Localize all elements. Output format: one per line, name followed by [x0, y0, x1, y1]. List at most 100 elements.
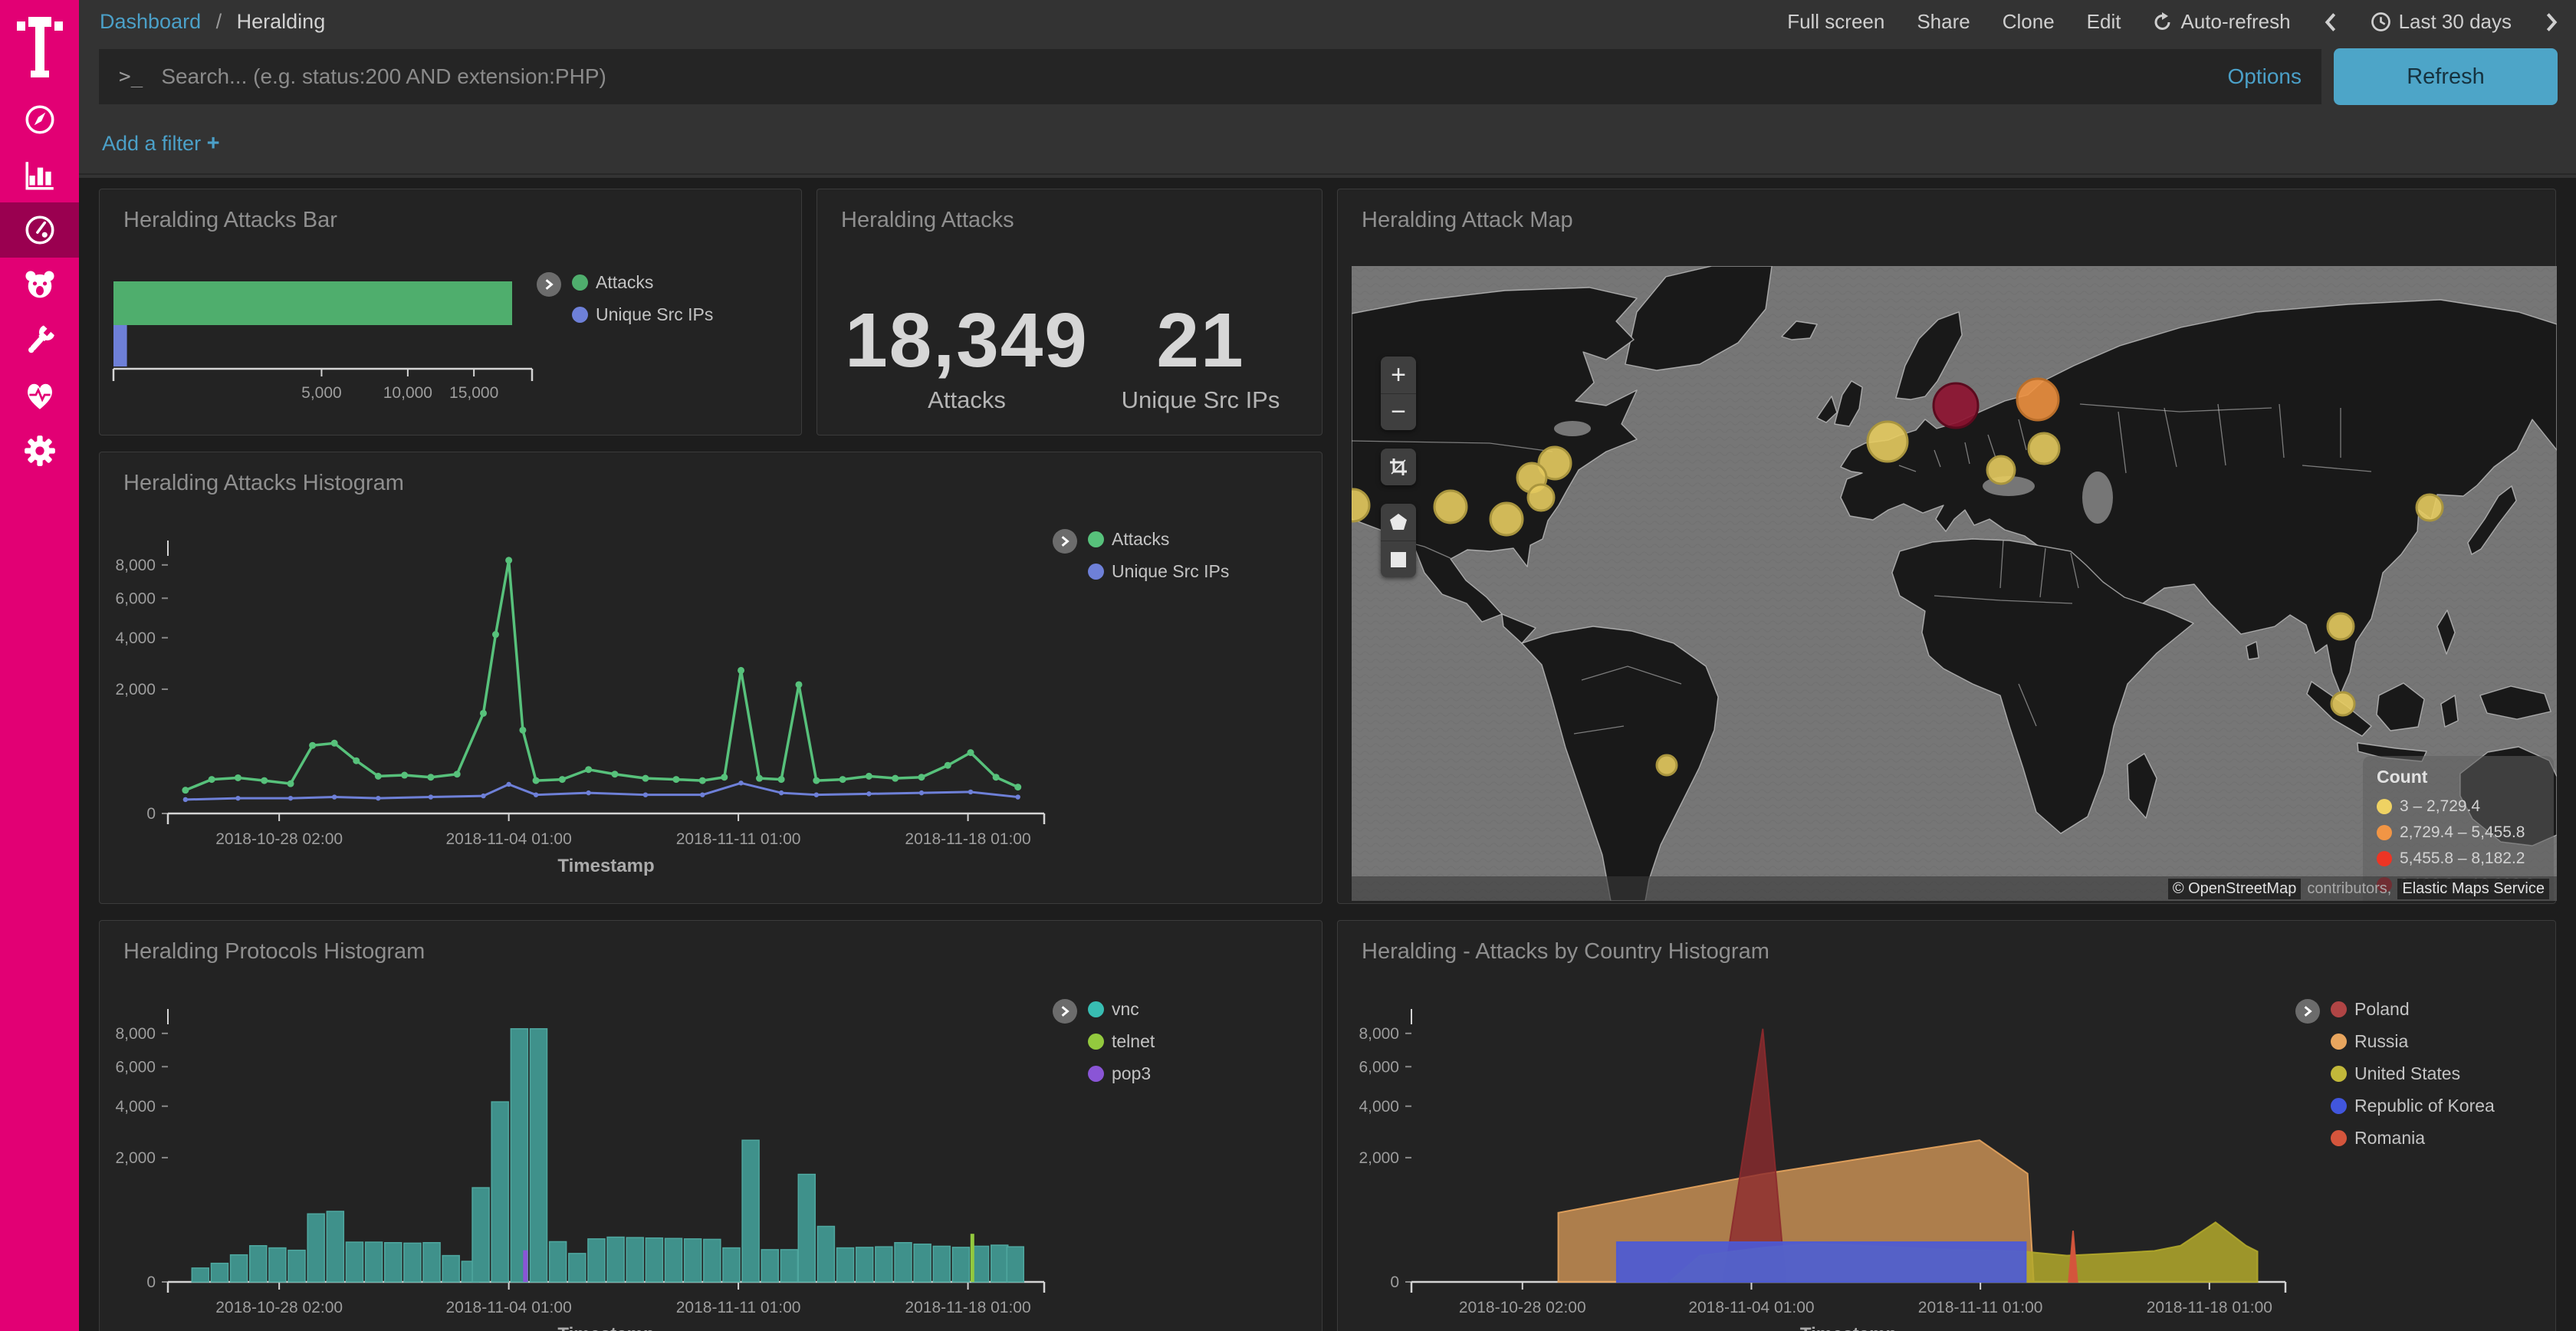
- legend-item[interactable]: United States: [2331, 1063, 2495, 1084]
- metric-unique-src-ips: 21 Unique Src IPs: [1097, 297, 1304, 414]
- share-button[interactable]: Share: [1917, 10, 1970, 34]
- metric-attacks: 18,349 Attacks: [840, 297, 1093, 414]
- sidebar-item-dashboard[interactable]: [0, 202, 79, 258]
- legend-dot: [1088, 564, 1104, 580]
- legend-dot: [2331, 1066, 2347, 1082]
- legend-toggle-icon[interactable]: [1053, 999, 1077, 1024]
- legend-toggle-icon[interactable]: [1053, 529, 1077, 554]
- t-logo[interactable]: [0, 0, 79, 92]
- legend-item[interactable]: Russia: [2331, 1031, 2495, 1052]
- top-chrome: Dashboard / Heralding Full screen Share …: [79, 0, 2576, 178]
- osm-attribution-link[interactable]: © OpenStreetMap: [2168, 879, 2301, 899]
- svg-text:2018-11-11 01:00: 2018-11-11 01:00: [676, 830, 801, 848]
- svg-text:0: 0: [1390, 1273, 1399, 1291]
- attack-location-dot: [1934, 383, 1978, 428]
- map-draw-controls: [1381, 504, 1416, 577]
- svg-text:2018-11-04 01:00: 2018-11-04 01:00: [446, 830, 572, 848]
- search-row: >_ Options Refresh: [79, 46, 2576, 107]
- clone-button[interactable]: Clone: [2003, 10, 2055, 34]
- svg-text:2018-10-28 02:00: 2018-10-28 02:00: [1459, 1299, 1586, 1316]
- add-filter-button[interactable]: Add a filter +: [102, 131, 220, 156]
- panel-attacks-histogram: Heralding Attacks Histogram 02,0004,0006…: [99, 452, 1322, 904]
- legend-item[interactable]: Poland: [2331, 999, 2495, 1020]
- map-zoom-out-button[interactable]: −: [1381, 393, 1416, 430]
- svg-text:2018-10-28 02:00: 2018-10-28 02:00: [215, 830, 343, 848]
- compass-icon: [22, 102, 58, 137]
- bear-icon: [21, 267, 58, 304]
- crop-icon: [1388, 457, 1408, 477]
- map-legend-item: 3 – 2,729.4: [2377, 794, 2540, 820]
- sidebar-item-dev-tools[interactable]: [0, 313, 79, 368]
- refresh-icon: [2153, 12, 2173, 32]
- attack-location-dot: [1657, 755, 1677, 775]
- attack-location-dot: [1987, 456, 2015, 484]
- time-range-picker[interactable]: Last 30 days: [2371, 10, 2512, 34]
- legend-toggle-icon[interactable]: [537, 272, 561, 297]
- plus-icon: +: [207, 131, 220, 156]
- attack-location-dot: [2328, 613, 2354, 639]
- legend-dot: [1088, 1034, 1104, 1050]
- svg-text:8,000: 8,000: [1359, 1025, 1399, 1043]
- dashboard-grid: Heralding Attacks Bar 5,00010,00015,000 …: [79, 178, 2576, 1331]
- attacks-histogram-chart: 02,0004,0006,0008,0002018-10-28 02:00201…: [100, 452, 1323, 905]
- time-next-button[interactable]: [2544, 12, 2559, 33]
- gauge-icon: [22, 212, 58, 248]
- map-legend-item: 5,455.8 – 8,182.2: [2377, 846, 2540, 872]
- world-map[interactable]: + −: [1352, 266, 2557, 901]
- panel-country-histogram: Heralding - Attacks by Country Histogram…: [1337, 920, 2556, 1331]
- map-zoom-in-button[interactable]: +: [1381, 357, 1416, 393]
- map-zoom-controls: + −: [1381, 357, 1416, 430]
- svg-text:2018-11-18 01:00: 2018-11-18 01:00: [905, 1299, 1030, 1316]
- sidebar-item-discover[interactable]: [0, 92, 79, 147]
- metric-value: 21: [1097, 297, 1304, 385]
- query-prompt-icon: >_: [119, 65, 143, 88]
- sidebar-item-t-pot[interactable]: [0, 258, 79, 313]
- ems-attribution-link[interactable]: Elastic Maps Service: [2397, 879, 2549, 899]
- legend-toggle-icon[interactable]: [2295, 999, 2320, 1024]
- auto-refresh-button[interactable]: Auto-refresh: [2153, 10, 2290, 34]
- edit-button[interactable]: Edit: [2087, 10, 2121, 34]
- svg-text:2018-10-28 02:00: 2018-10-28 02:00: [215, 1299, 343, 1316]
- top-actions: Full screen Share Clone Edit Auto-refres…: [1787, 10, 2559, 34]
- map-draw-polygon-button[interactable]: [1381, 504, 1416, 541]
- legend-item[interactable]: Attacks: [572, 272, 713, 293]
- legend-item[interactable]: Romania: [2331, 1128, 2495, 1149]
- sidebar-item-visualize[interactable]: [0, 147, 79, 202]
- breadcrumb-dashboard-link[interactable]: Dashboard: [100, 10, 201, 33]
- legend-dot: [2331, 1098, 2347, 1114]
- svg-text:15,000: 15,000: [449, 384, 498, 402]
- svg-text:Timestamp: Timestamp: [557, 1324, 654, 1331]
- svg-text:2,000: 2,000: [115, 1149, 156, 1167]
- legend-item[interactable]: vnc: [1088, 999, 1155, 1020]
- svg-text:8,000: 8,000: [115, 557, 156, 574]
- svg-text:2018-11-18 01:00: 2018-11-18 01:00: [905, 830, 1030, 848]
- svg-text:0: 0: [146, 1273, 156, 1291]
- full-screen-button[interactable]: Full screen: [1787, 10, 1884, 34]
- legend-item[interactable]: pop3: [1088, 1063, 1155, 1084]
- attack-location-dot: [1490, 503, 1523, 535]
- sidebar-item-management[interactable]: [0, 423, 79, 478]
- legend-item[interactable]: telnet: [1088, 1031, 1155, 1052]
- panel-attacks-metric: Heralding Attacks 18,349 Attacks 21 Uniq…: [816, 189, 1322, 435]
- legend-item[interactable]: Attacks: [1088, 529, 1229, 550]
- map-draw-rectangle-button[interactable]: [1381, 541, 1416, 577]
- legend-item[interactable]: Republic of Korea: [2331, 1096, 2495, 1116]
- svg-text:4,000: 4,000: [115, 629, 156, 647]
- svg-text:8,000: 8,000: [115, 1025, 156, 1043]
- search-input[interactable]: [161, 64, 2204, 89]
- rectangle-icon: [1388, 550, 1408, 570]
- svg-text:2018-11-04 01:00: 2018-11-04 01:00: [1688, 1299, 1814, 1316]
- map-crop-control: [1381, 449, 1416, 485]
- refresh-button[interactable]: Refresh: [2334, 48, 2558, 105]
- time-prev-button[interactable]: [2323, 12, 2338, 33]
- sidebar-item-monitoring[interactable]: [0, 368, 79, 423]
- filter-bar: Add a filter +: [79, 113, 2576, 175]
- legend-item[interactable]: Unique Src IPs: [1088, 561, 1229, 582]
- options-link[interactable]: Options: [2228, 64, 2302, 89]
- legend-dot: [1088, 1001, 1104, 1017]
- gear-icon: [22, 433, 58, 468]
- attack-location-dot: [2029, 433, 2059, 464]
- map-box-zoom-button[interactable]: [1381, 449, 1416, 485]
- legend-item[interactable]: Unique Src IPs: [572, 304, 713, 325]
- chevron-right-icon: [2544, 12, 2559, 33]
